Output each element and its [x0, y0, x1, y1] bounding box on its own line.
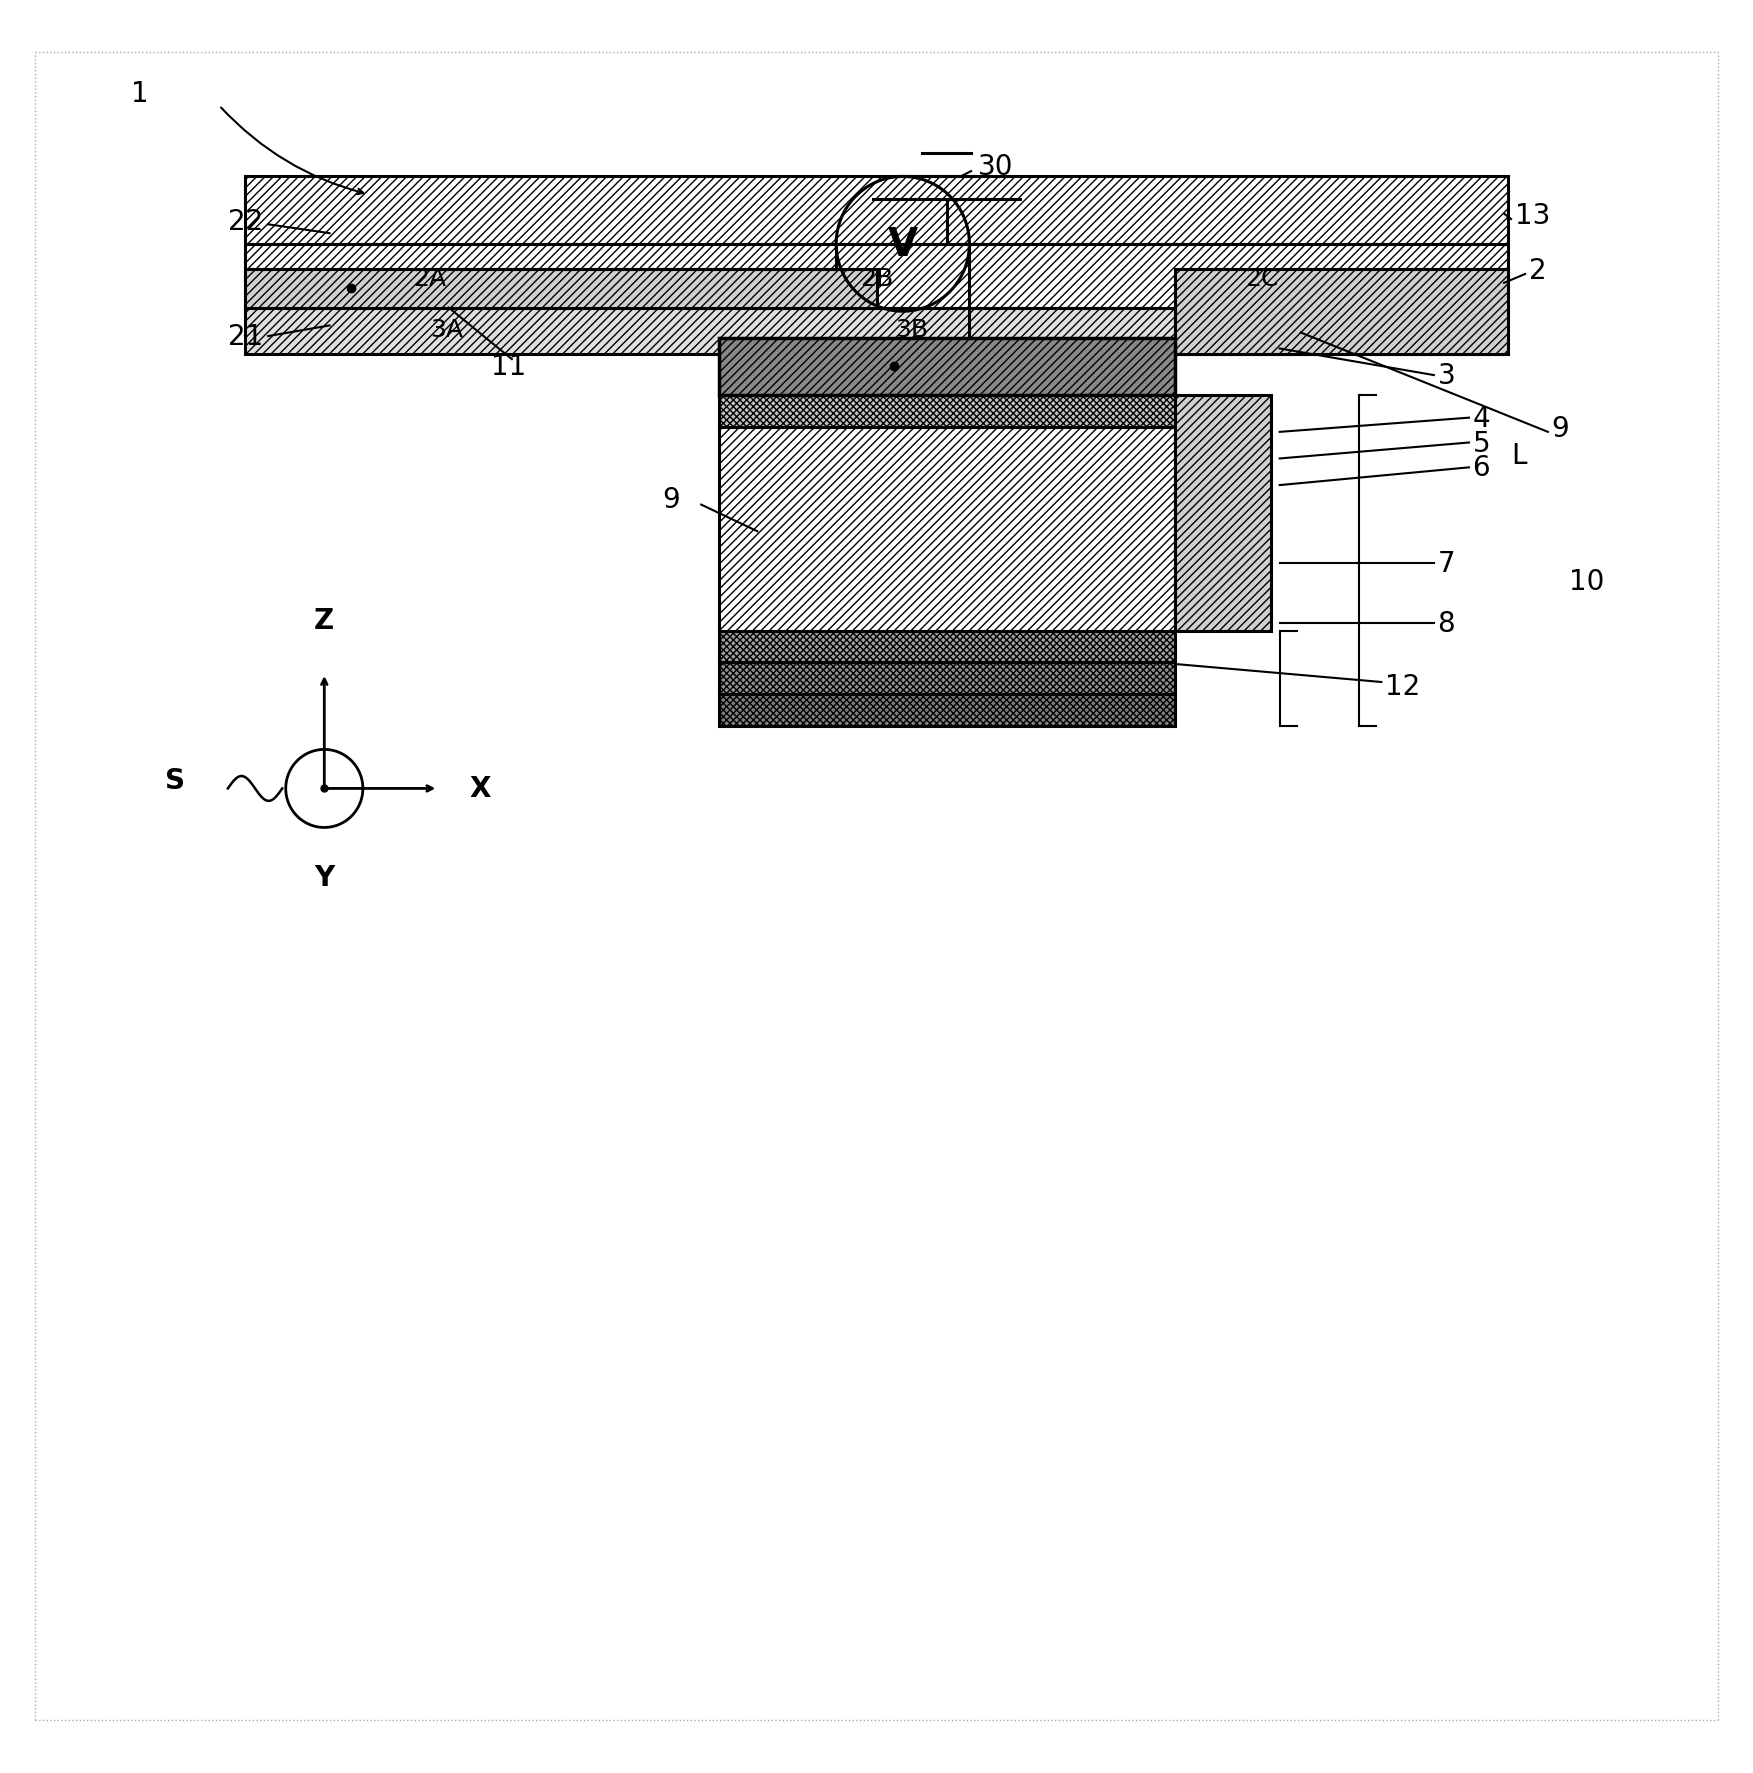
Text: 3A: 3A — [431, 317, 463, 342]
Text: Z: Z — [314, 606, 335, 635]
Text: 10: 10 — [1569, 567, 1604, 596]
Bar — [1175, 269, 1508, 355]
Text: 9: 9 — [1551, 415, 1569, 443]
Bar — [719, 631, 1175, 663]
Text: 2B: 2B — [861, 266, 892, 291]
Text: 21: 21 — [228, 323, 263, 351]
Text: 4: 4 — [1473, 404, 1490, 433]
Bar — [719, 427, 1175, 631]
Text: 3: 3 — [1437, 362, 1455, 390]
Text: Y: Y — [314, 863, 335, 892]
Bar — [719, 663, 1175, 695]
Bar — [719, 395, 1175, 427]
Text: S: S — [165, 766, 186, 794]
Text: L: L — [1511, 441, 1527, 470]
Text: 1: 1 — [131, 80, 149, 108]
Bar — [719, 695, 1175, 727]
Bar — [719, 339, 1175, 395]
Text: 22: 22 — [228, 207, 263, 236]
Bar — [1175, 395, 1271, 631]
Text: 5: 5 — [1473, 429, 1490, 457]
Text: 11: 11 — [491, 353, 526, 381]
Text: X: X — [470, 775, 491, 803]
Text: V: V — [887, 225, 919, 264]
Text: 2C: 2C — [1245, 266, 1280, 291]
Bar — [245, 245, 1508, 309]
Text: 3B: 3B — [896, 317, 927, 342]
Text: 8: 8 — [1437, 610, 1455, 638]
Text: 2A: 2A — [414, 266, 445, 291]
Bar — [245, 269, 876, 309]
Text: 6: 6 — [1473, 454, 1490, 482]
Bar — [245, 177, 1508, 245]
Text: 30: 30 — [978, 152, 1013, 181]
Text: 2: 2 — [1529, 257, 1546, 285]
Text: 12: 12 — [1385, 672, 1420, 700]
Bar — [245, 309, 1508, 355]
Text: 7: 7 — [1437, 550, 1455, 578]
Text: 13: 13 — [1515, 202, 1550, 230]
Text: 9: 9 — [663, 486, 680, 514]
